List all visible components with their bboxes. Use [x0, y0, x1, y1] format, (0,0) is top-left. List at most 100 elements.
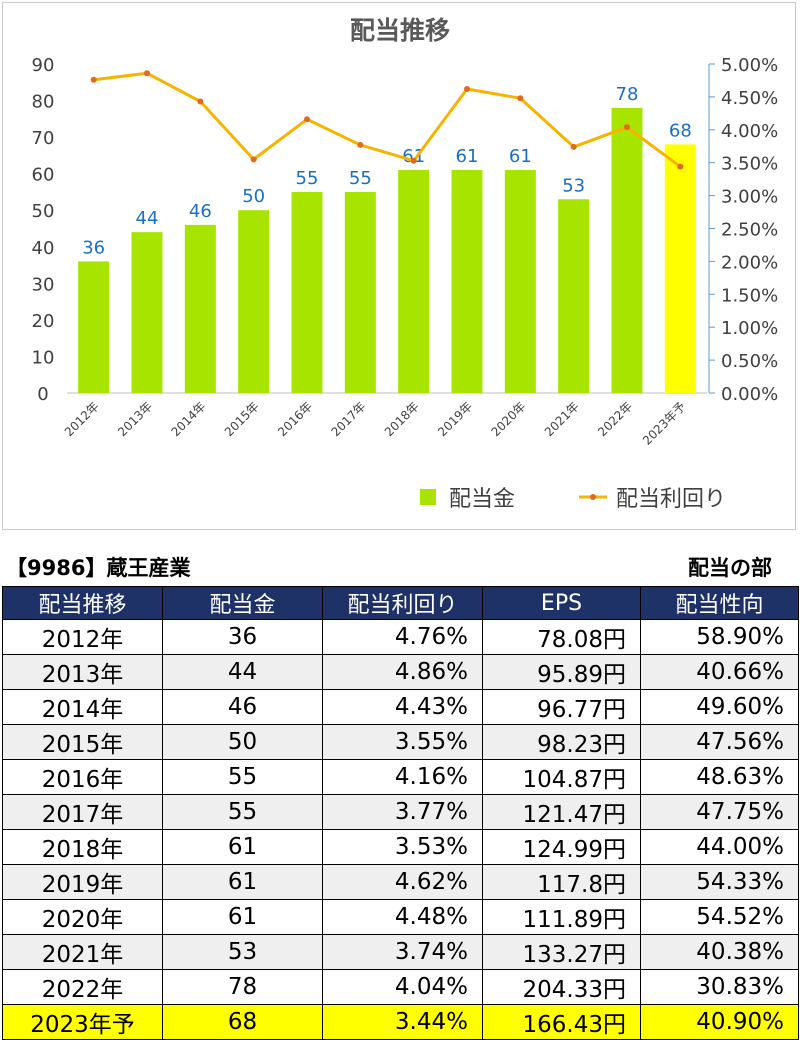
cell-payout: 58.90% — [640, 619, 799, 655]
bar-data-label: 36 — [82, 237, 105, 258]
cell-yield: 4.86% — [322, 654, 483, 690]
header-payout: 配当性向 — [640, 586, 799, 620]
cell-dividend: 78 — [162, 969, 323, 1005]
y-right-tick-label: 2.00% — [721, 252, 778, 273]
line-yield-point — [304, 116, 310, 123]
y-right-tick-label: 1.00% — [721, 318, 778, 339]
table-title-row: 【9986】蔵王産業 配当の部 — [0, 552, 800, 582]
x-tick-label: 2023年予 — [640, 399, 688, 447]
bar-dividend — [238, 210, 270, 393]
y-left-tick-label: 50 — [32, 201, 55, 222]
table-row: 2013年 44 4.86% 95.89円 40.66% — [2, 654, 799, 690]
bar-data-label: 53 — [562, 175, 585, 196]
cell-payout: 30.83% — [640, 969, 799, 1005]
header-period: 配当推移 — [2, 586, 163, 620]
table-row: 2012年 36 4.76% 78.08円 58.90% — [2, 619, 799, 655]
cell-payout: 44.00% — [640, 829, 799, 865]
x-tick-label: 2016年 — [275, 399, 315, 439]
cell-period: 2020年 — [2, 899, 163, 935]
cell-payout: 40.38% — [640, 934, 799, 970]
cell-yield: 4.76% — [322, 619, 483, 655]
cell-payout: 47.56% — [640, 724, 799, 760]
bar-dividend — [664, 144, 696, 393]
cell-eps: 166.43円 — [482, 1004, 641, 1040]
table-row: 2023年予 68 3.44% 166.43円 40.90% — [2, 1004, 799, 1040]
y-right-tick-label: 5.00% — [721, 55, 778, 76]
bar-dividend — [451, 170, 483, 393]
line-yield-point — [250, 156, 257, 163]
x-tick-label: 2021年 — [542, 399, 582, 439]
cell-eps: 98.23円 — [482, 724, 641, 760]
x-tick-label: 2019年 — [435, 399, 475, 439]
cell-period: 2012年 — [2, 619, 163, 655]
cell-period: 2016年 — [2, 759, 163, 795]
y-right-tick-label: 0.50% — [721, 351, 778, 372]
bar-dividend — [504, 170, 536, 393]
cell-dividend: 46 — [162, 689, 323, 725]
cell-payout: 54.33% — [640, 864, 799, 900]
line-yield-point — [144, 70, 150, 77]
bar-data-label: 46 — [189, 201, 212, 222]
section-label: 配当の部 — [688, 556, 772, 580]
cell-payout: 47.75% — [640, 794, 799, 830]
cell-period: 2023年予 — [2, 1004, 163, 1040]
cell-eps: 95.89円 — [482, 654, 641, 690]
cell-eps: 124.99円 — [482, 829, 641, 865]
cell-payout: 40.66% — [640, 654, 799, 690]
x-tick-label: 2017年 — [328, 399, 368, 439]
y-right-tick-label: 4.50% — [721, 88, 778, 109]
y-left-tick-label: 40 — [32, 238, 55, 259]
bar-dividend — [78, 261, 110, 393]
bar-dividend — [184, 224, 216, 393]
x-tick-label: 2015年 — [222, 399, 262, 439]
header-eps: EPS — [482, 586, 641, 620]
cell-dividend: 55 — [162, 794, 323, 830]
cell-dividend: 53 — [162, 934, 323, 970]
line-yield-point — [357, 141, 364, 148]
cell-dividend: 55 — [162, 759, 323, 795]
chart-title: 配当推移 — [350, 16, 450, 45]
y-right-tick-label: 2.50% — [721, 220, 778, 241]
table-row: 2019年 61 4.62% 117.8円 54.33% — [2, 864, 799, 900]
bar-dividend — [611, 107, 643, 393]
cell-yield: 4.04% — [322, 969, 483, 1005]
line-yield-point — [90, 76, 97, 83]
line-yield — [93, 71, 682, 168]
cell-period: 2017年 — [2, 794, 163, 830]
x-tick-label: 2020年 — [488, 399, 528, 439]
company-name: 【9986】蔵王産業 — [6, 556, 191, 580]
y-right-tick-label: 3.50% — [721, 154, 778, 175]
y-left-tick-label: 30 — [32, 274, 55, 295]
header-dividend: 配当金 — [162, 586, 323, 620]
header-yield: 配当利回り — [322, 586, 483, 620]
cell-payout: 49.60% — [640, 689, 799, 725]
cell-yield: 4.62% — [322, 864, 483, 900]
cell-yield: 4.16% — [322, 759, 483, 795]
bar-data-label: 55 — [349, 168, 372, 189]
cell-period: 2019年 — [2, 864, 163, 900]
cell-yield: 3.77% — [322, 794, 483, 830]
cell-dividend: 50 — [162, 724, 323, 760]
line-yield-point — [517, 95, 524, 102]
cell-yield: 3.74% — [322, 934, 483, 970]
x-tick-label: 2014年 — [168, 399, 208, 439]
cell-eps: 204.33円 — [482, 969, 641, 1005]
y-right-tick-label: 3.00% — [721, 187, 778, 208]
legend-bar-label: 配当金 — [449, 487, 515, 512]
cell-period: 2015年 — [2, 724, 163, 760]
cell-yield: 3.53% — [322, 829, 483, 865]
table-row: 2020年 61 4.48% 111.89円 54.52% — [2, 899, 799, 935]
y-right-tick-label: 0.00% — [721, 384, 778, 405]
cell-eps: 111.89円 — [482, 899, 641, 935]
table-row: 2021年 53 3.74% 133.27円 40.38% — [2, 934, 799, 970]
y-left-tick-label: 90 — [32, 55, 55, 76]
x-tick-label: 2012年 — [62, 399, 102, 439]
y-left-tick-label: 70 — [32, 128, 55, 149]
bar-dividend — [131, 232, 163, 393]
cell-yield: 4.43% — [322, 689, 483, 725]
cell-eps: 78.08円 — [482, 619, 641, 655]
cell-eps: 117.8円 — [482, 864, 641, 900]
cell-period: 2021年 — [2, 934, 163, 970]
line-yield-point — [464, 86, 470, 93]
cell-payout: 40.90% — [640, 1004, 799, 1040]
